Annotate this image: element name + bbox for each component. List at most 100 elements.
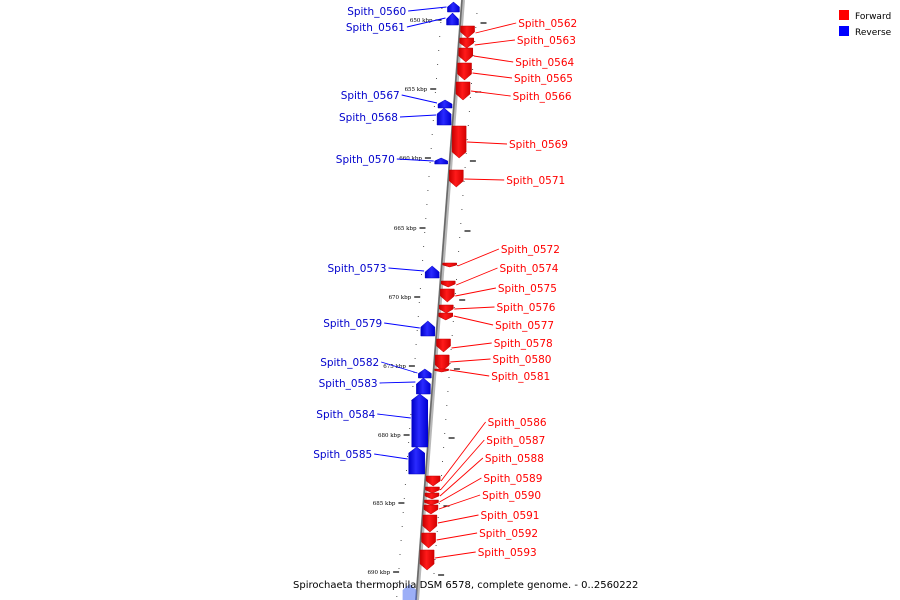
forward-gene-label[interactable]: Spith_0562: [518, 18, 577, 30]
forward-gene-arrow[interactable]: [439, 304, 454, 314]
forward-gene-label[interactable]: Spith_0565: [514, 73, 573, 85]
forward-gene-arrow[interactable]: [440, 280, 456, 288]
forward-gene[interactable]: Spith_0571: [449, 169, 565, 188]
forward-gene[interactable]: Spith_0576: [439, 302, 556, 314]
reverse-gene-label[interactable]: Spith_0561: [346, 22, 405, 34]
reverse-gene-arrow[interactable]: [436, 107, 452, 126]
reverse-gene-label[interactable]: Spith_0584: [316, 409, 375, 421]
forward-gene-arrow[interactable]: [459, 37, 474, 49]
forward-gene-label[interactable]: Spith_0587: [486, 435, 545, 447]
forward-gene[interactable]: Spith_0562: [460, 18, 578, 39]
forward-gene-arrow[interactable]: [434, 354, 450, 372]
forward-gene[interactable]: Spith_0589: [424, 473, 542, 506]
forward-gene[interactable]: Spith_0577: [438, 312, 554, 332]
forward-gene-label[interactable]: Spith_0563: [517, 35, 576, 47]
forward-gene[interactable]: Spith_0587: [425, 435, 545, 494]
forward-gene-label[interactable]: Spith_0569: [509, 139, 568, 151]
reverse-gene-arrow[interactable]: [416, 377, 431, 395]
forward-gene-arrow[interactable]: [434, 368, 449, 373]
reverse-gene-label[interactable]: Spith_0579: [323, 318, 382, 330]
forward-gene-label[interactable]: Spith_0566: [513, 91, 572, 103]
reverse-gene[interactable]: Spith_0573: [328, 263, 440, 279]
forward-gene-label[interactable]: Spith_0578: [494, 338, 553, 350]
forward-gene[interactable]: Spith_0563: [459, 35, 576, 49]
reverse-gene[interactable]: Spith_0568: [339, 107, 452, 126]
forward-gene-label[interactable]: Spith_0592: [479, 528, 538, 540]
reverse-gene-label[interactable]: Spith_0567: [341, 90, 400, 102]
forward-gene-label[interactable]: Spith_0589: [483, 473, 542, 485]
forward-gene-arrow[interactable]: [458, 47, 474, 63]
reverse-gene-label[interactable]: Spith_0582: [320, 357, 379, 369]
reverse-gene-arrow[interactable]: [437, 99, 453, 109]
forward-gene-label[interactable]: Spith_0576: [497, 302, 556, 314]
forward-gene-arrow[interactable]: [449, 169, 464, 188]
forward-gene-arrow[interactable]: [455, 81, 471, 101]
reverse-gene-arrow[interactable]: [434, 157, 448, 165]
forward-gene-label[interactable]: Spith_0591: [481, 510, 540, 522]
forward-gene-label[interactable]: Spith_0586: [488, 417, 547, 429]
forward-gene-arrow[interactable]: [425, 486, 440, 494]
forward-gene-arrow[interactable]: [457, 62, 472, 81]
forward-gene-label[interactable]: Spith_0571: [506, 175, 565, 187]
reverse-gene-arrow[interactable]: [408, 446, 425, 475]
forward-gene-arrow[interactable]: [423, 504, 439, 515]
forward-gene[interactable]: Spith_0591: [422, 510, 540, 533]
reverse-gene-label[interactable]: Spith_0583: [319, 378, 378, 390]
forward-gene-label[interactable]: Spith_0593: [478, 547, 537, 559]
reverse-gene[interactable]: Spith_0567: [341, 90, 453, 109]
forward-gene-arrow[interactable]: [436, 338, 451, 353]
reverse-gene-arrow[interactable]: [411, 393, 429, 448]
forward-gene-arrow[interactable]: [424, 492, 440, 500]
forward-gene[interactable]: Spith_0574: [440, 263, 559, 288]
forward-gene[interactable]: Spith_0566: [455, 81, 572, 103]
forward-gene-arrow[interactable]: [424, 499, 439, 506]
forward-gene-label[interactable]: Spith_0564: [515, 57, 574, 69]
reverse-gene-label[interactable]: Spith_0568: [339, 112, 398, 124]
reverse-gene[interactable]: Spith_0583: [319, 377, 431, 395]
forward-gene-label[interactable]: Spith_0575: [498, 283, 557, 295]
forward-gene[interactable]: Spith_0592: [421, 528, 539, 549]
forward-gene[interactable]: Spith_0569: [451, 125, 568, 159]
forward-gene-arrow[interactable]: [440, 288, 455, 303]
forward-gene-arrow[interactable]: [442, 262, 457, 268]
forward-gene[interactable]: Spith_0572: [442, 244, 560, 268]
reverse-gene[interactable]: Spith_0579: [323, 318, 436, 337]
reverse-gene-arrow[interactable]: [446, 12, 459, 26]
forward-gene[interactable]: Spith_0593: [419, 547, 537, 571]
forward-gene-label[interactable]: Spith_0590: [482, 490, 541, 502]
reverse-gene[interactable]: Spith_0585: [313, 446, 425, 475]
reverse-gene-label[interactable]: Spith_0585: [313, 449, 372, 461]
forward-gene[interactable]: Spith_0586: [425, 417, 547, 487]
forward-gene-label[interactable]: Spith_0588: [485, 453, 544, 465]
reverse-gene[interactable]: Spith_0561: [346, 12, 459, 34]
forward-gene-arrow[interactable]: [451, 125, 467, 159]
forward-gene[interactable]: Spith_0565: [457, 62, 573, 85]
forward-gene-arrow[interactable]: [419, 549, 435, 571]
reverse-gene-arrow[interactable]: [420, 320, 436, 337]
reverse-gene-label[interactable]: Spith_0560: [347, 6, 406, 18]
forward-gene[interactable]: Spith_0564: [458, 47, 575, 69]
forward-gene[interactable]: Spith_0590: [423, 490, 541, 515]
reverse-gene[interactable]: Spith_0560: [347, 1, 460, 18]
forward-gene[interactable]: Spith_0581: [434, 368, 551, 383]
forward-gene-label[interactable]: Spith_0580: [493, 354, 552, 366]
forward-gene[interactable]: Spith_0580: [434, 354, 552, 372]
forward-gene[interactable]: Spith_0578: [436, 338, 553, 353]
forward-gene[interactable]: Spith_0588: [424, 453, 544, 500]
forward-gene-arrow[interactable]: [425, 475, 441, 487]
forward-gene-arrow[interactable]: [421, 532, 436, 549]
forward-gene-arrow[interactable]: [438, 312, 453, 321]
reverse-gene[interactable]: Spith_0570: [336, 154, 448, 166]
forward-gene-label[interactable]: Spith_0574: [500, 263, 559, 275]
reverse-gene-arrow[interactable]: [418, 368, 432, 379]
reverse-gene[interactable]: Spith_0584: [316, 393, 429, 448]
reverse-gene-arrow[interactable]: [447, 1, 460, 13]
forward-gene-arrow[interactable]: [422, 514, 438, 533]
forward-gene-arrow[interactable]: [460, 25, 475, 39]
reverse-gene[interactable]: Spith_0582: [320, 357, 432, 379]
reverse-gene-arrow[interactable]: [424, 265, 440, 279]
forward-gene-label[interactable]: Spith_0577: [495, 320, 554, 332]
forward-gene-label[interactable]: Spith_0581: [491, 371, 550, 383]
reverse-gene-label[interactable]: Spith_0573: [328, 263, 387, 275]
forward-gene[interactable]: Spith_0575: [440, 283, 557, 303]
